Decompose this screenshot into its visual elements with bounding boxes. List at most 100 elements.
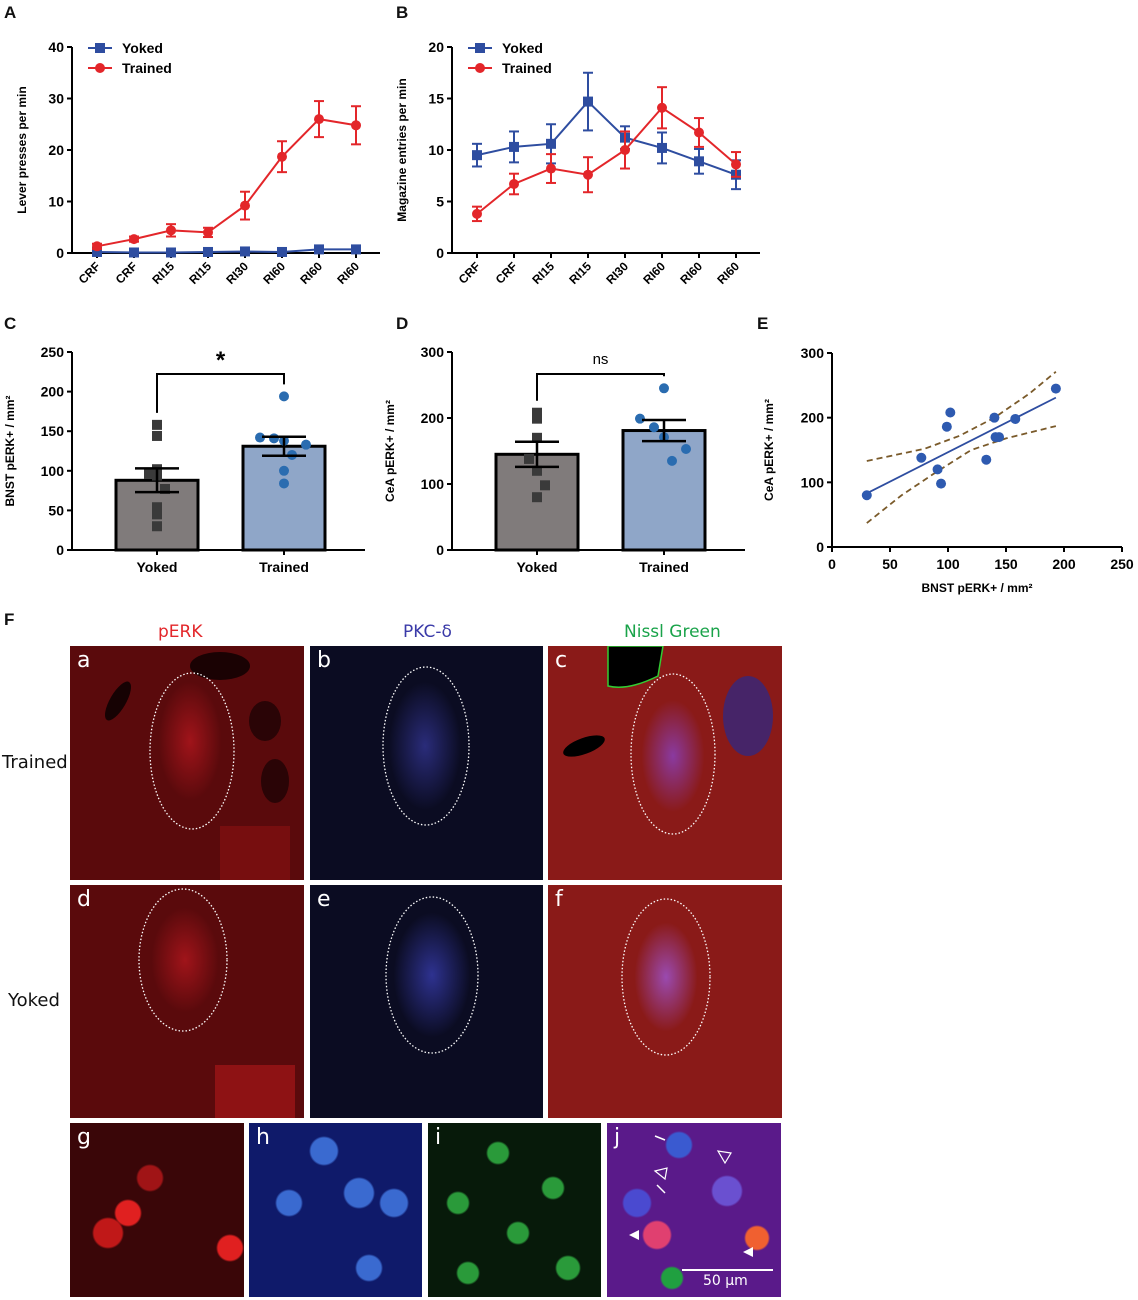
svg-text:10: 10: [48, 194, 64, 210]
svg-text:100: 100: [421, 476, 445, 492]
svg-text:200: 200: [801, 410, 825, 426]
svg-text:RI15: RI15: [529, 259, 557, 287]
svg-text:0: 0: [816, 539, 824, 555]
svg-text:Yoked: Yoked: [137, 559, 178, 575]
svg-text:RI30: RI30: [603, 259, 631, 287]
svg-text:*: *: [216, 347, 226, 374]
svg-text:Trained: Trained: [122, 60, 172, 76]
svg-text:40: 40: [48, 39, 64, 55]
micro-label-e: e: [317, 887, 331, 912]
panel-label-e: E: [757, 314, 769, 333]
column-title-perk: pERK: [158, 622, 203, 642]
panel-label-f: F: [4, 610, 15, 629]
svg-text:15: 15: [428, 91, 444, 107]
svg-text:ns: ns: [593, 351, 609, 368]
micrograph-a-perk-trained: a: [70, 646, 304, 880]
svg-text:CRF: CRF: [493, 259, 520, 286]
svg-text:0: 0: [828, 556, 836, 572]
svg-text:CRF: CRF: [76, 259, 103, 286]
svg-text:BNST pERK+ / mm²: BNST pERK+ / mm²: [921, 581, 1032, 595]
svg-text:Magazine entries per min: Magazine entries per min: [395, 78, 409, 221]
panel-label-d: D: [396, 314, 409, 333]
svg-text:150: 150: [41, 423, 65, 439]
svg-text:RI60: RI60: [714, 259, 742, 287]
micro-label-j: j: [614, 1125, 621, 1150]
svg-text:Lever presses per min: Lever presses per min: [15, 86, 29, 213]
svg-text:CeA pERK+ / mm²: CeA pERK+ / mm²: [762, 399, 776, 501]
svg-text:CRF: CRF: [456, 259, 483, 286]
svg-text:250: 250: [41, 344, 65, 360]
svg-text:RI60: RI60: [640, 259, 668, 287]
svg-text:100: 100: [936, 556, 960, 572]
micro-label-b: b: [317, 648, 331, 673]
svg-text:RI30: RI30: [223, 259, 251, 287]
micrograph-h-pkc-zoom: h: [249, 1123, 422, 1297]
micrograph-d-perk-yoked: d: [70, 885, 304, 1118]
row-title-trained: Trained: [2, 752, 68, 773]
svg-text:100: 100: [41, 463, 65, 479]
open-arrowhead-icon: [653, 1167, 668, 1181]
svg-text:RI15: RI15: [149, 259, 177, 287]
chart-a-lever-presses: 0 10 20 30 40 Lever presses per min CRF CRF RI15…: [15, 39, 380, 287]
micro-label-g: g: [77, 1125, 91, 1150]
svg-text:200: 200: [421, 410, 445, 426]
svg-text:0: 0: [436, 245, 444, 261]
svg-text:200: 200: [1052, 556, 1076, 572]
svg-text:Yoked: Yoked: [502, 40, 543, 56]
arrow-icon: [656, 1184, 666, 1194]
svg-text:20: 20: [48, 142, 64, 158]
svg-text:RI60: RI60: [334, 259, 362, 287]
micrograph-e-pkc-yoked: e: [310, 885, 543, 1118]
svg-text:150: 150: [994, 556, 1018, 572]
svg-text:100: 100: [801, 474, 825, 490]
svg-text:300: 300: [801, 345, 825, 361]
svg-text:300: 300: [421, 344, 445, 360]
column-title-pkc-delta: PKC-δ: [403, 622, 452, 642]
svg-text:RI60: RI60: [297, 259, 325, 287]
chart-e-scatter: 0 100 200 300 CeA pERK+ / mm² 0 50 100 150 200 250…: [762, 345, 1134, 595]
svg-text:50: 50: [48, 502, 64, 518]
svg-text:200: 200: [41, 384, 65, 400]
svg-text:0: 0: [436, 542, 444, 558]
micro-label-d: d: [77, 887, 91, 912]
column-title-nissl-green: Nissl Green: [624, 622, 721, 642]
svg-text:Trained: Trained: [639, 559, 689, 575]
arrowhead-icon: [743, 1247, 753, 1257]
micrograph-j-merge-zoom: j 50 µm: [607, 1123, 781, 1297]
micro-label-a: a: [77, 648, 91, 673]
svg-text:0: 0: [56, 542, 64, 558]
scale-bar-label: 50 µm: [703, 1273, 748, 1289]
row-title-yoked: Yoked: [8, 990, 60, 1011]
arrow-icon: [654, 1135, 666, 1141]
chart-d-cea-bar: 0 100 200 300 CeA pERK+ / mm² Yoked Trained ns: [383, 344, 745, 575]
open-arrowhead-icon: [716, 1150, 732, 1165]
micro-label-f: f: [555, 887, 563, 912]
svg-text:RI15: RI15: [566, 259, 594, 287]
svg-text:RI15: RI15: [186, 259, 214, 287]
svg-text:RI60: RI60: [260, 259, 288, 287]
svg-text:20: 20: [428, 39, 444, 55]
micrograph-g-perk-zoom: g: [70, 1123, 244, 1297]
arrowhead-icon: [629, 1230, 639, 1240]
svg-text:Yoked: Yoked: [517, 559, 558, 575]
panel-label-a: A: [4, 3, 17, 22]
svg-text:50: 50: [882, 556, 898, 572]
svg-text:RI60: RI60: [677, 259, 705, 287]
panel-label-b: B: [396, 3, 409, 22]
panel-label-c: C: [4, 314, 17, 333]
chart-b-magazine-entries: 0 5 10 15 20 Magazine entries per min CRF CRF RI…: [395, 39, 760, 287]
svg-text:Yoked: Yoked: [122, 40, 163, 56]
svg-text:Trained: Trained: [502, 60, 552, 76]
svg-text:250: 250: [1110, 556, 1134, 572]
svg-text:5: 5: [436, 194, 444, 210]
micrograph-i-nissl-zoom: i: [428, 1123, 601, 1297]
svg-text:10: 10: [428, 142, 444, 158]
micro-label-c: c: [555, 648, 568, 673]
svg-text:BNST pERK+ / mm²: BNST pERK+ / mm²: [3, 395, 17, 506]
micro-label-i: i: [435, 1125, 442, 1150]
svg-text:CeA pERK+ / mm²: CeA pERK+ / mm²: [383, 400, 397, 502]
svg-text:Trained: Trained: [259, 559, 309, 575]
chart-c-bnst-bar: 0 50 100 150 200 250 BNST pERK+ / mm² Yoked Trai…: [3, 344, 365, 575]
svg-text:CRF: CRF: [113, 259, 140, 286]
micro-label-h: h: [256, 1125, 270, 1150]
